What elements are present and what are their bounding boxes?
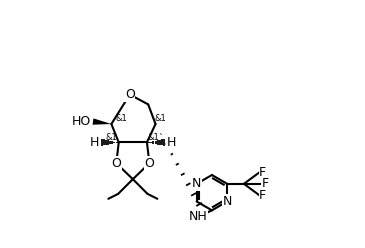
Text: O: O — [145, 157, 154, 170]
Text: O: O — [111, 157, 121, 170]
Text: NH: NH — [189, 210, 208, 223]
Text: &1: &1 — [148, 133, 160, 142]
Text: &1: &1 — [116, 114, 127, 123]
Text: N: N — [223, 195, 232, 208]
Text: &1: &1 — [154, 114, 166, 123]
Text: H: H — [90, 136, 99, 149]
Text: H: H — [166, 136, 176, 149]
Polygon shape — [93, 118, 111, 125]
Text: F: F — [262, 177, 269, 190]
Text: N: N — [192, 177, 201, 190]
Text: &1: &1 — [106, 133, 118, 142]
Text: O: O — [125, 88, 135, 101]
Text: F: F — [259, 189, 266, 202]
Text: F: F — [259, 166, 266, 179]
Text: HO: HO — [72, 115, 91, 128]
